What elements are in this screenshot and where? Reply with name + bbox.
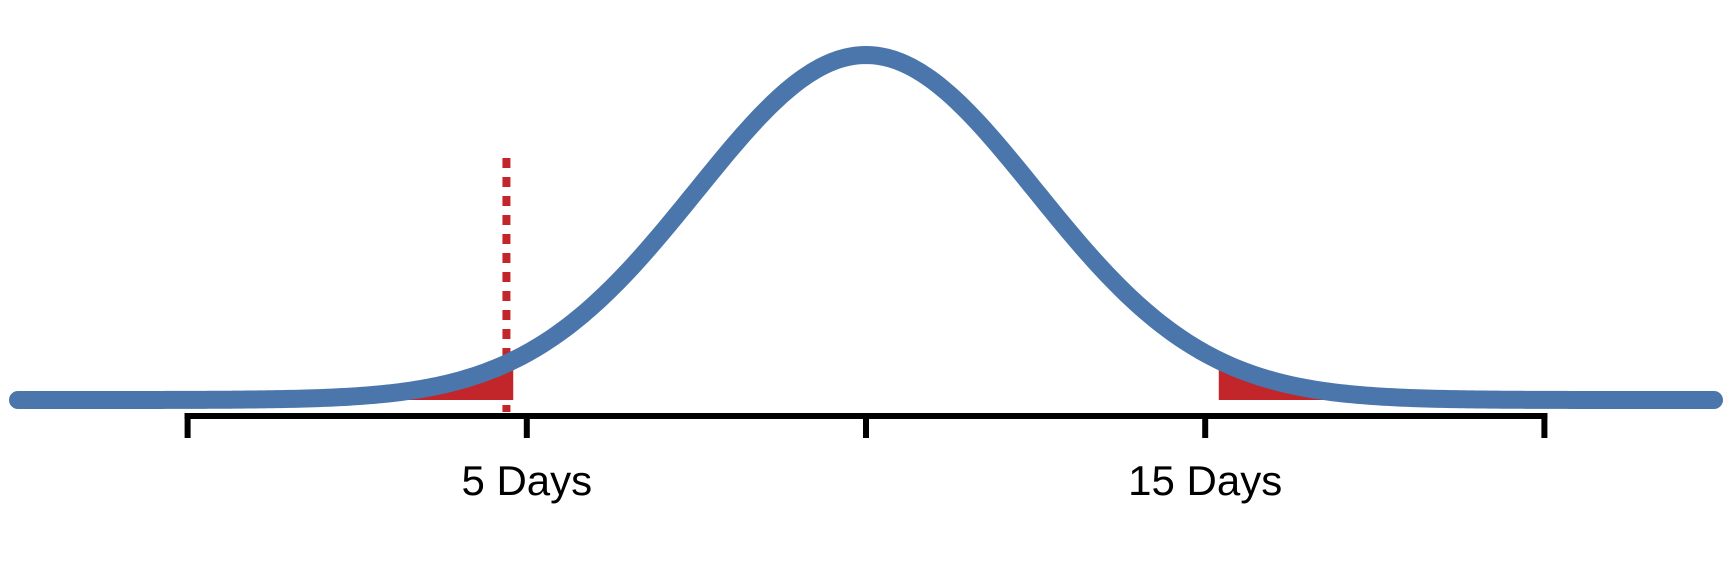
x-axis <box>184 413 1548 438</box>
x-tick-label: 5 Days <box>461 457 592 504</box>
shaded-tail-1 <box>377 360 514 400</box>
x-tick-label: 15 Days <box>1128 457 1282 504</box>
shaded-tail-2 <box>1218 360 1355 400</box>
distribution-curve <box>9 46 1723 409</box>
tick-labels: 5 Days 15 Days <box>461 457 1282 504</box>
distribution-curve-layer <box>9 46 1723 409</box>
shaded-tails <box>377 360 1355 400</box>
